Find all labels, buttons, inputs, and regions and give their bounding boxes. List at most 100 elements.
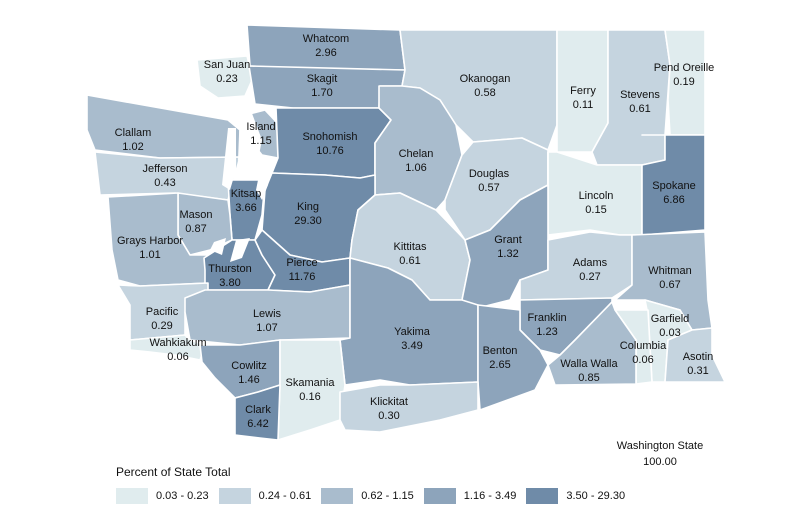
county-name-thurston: Thurston: [208, 263, 251, 275]
county-value-walla-walla: 0.85: [578, 372, 599, 384]
county-clark: [234, 384, 281, 441]
county-value-kitsap: 3.66: [235, 202, 256, 214]
legend-item: 0.62 - 1.15: [321, 488, 414, 504]
county-name-jefferson: Jefferson: [142, 163, 187, 175]
county-value-ferry: 0.11: [573, 99, 594, 111]
county-name-garfield: Garfield: [651, 313, 690, 325]
county-value-snohomish: 10.76: [316, 145, 344, 157]
county-value-yakima: 3.49: [401, 340, 422, 352]
county-value-skagit: 1.70: [311, 87, 332, 99]
county-name-kittitas: Kittitas: [393, 241, 427, 253]
county-name-asotin: Asotin: [683, 351, 714, 363]
county-value-pend-oreille: 0.19: [673, 76, 694, 88]
county-asotin: [664, 327, 726, 383]
county-value-kittitas: 0.61: [399, 255, 420, 267]
county-value-chelan: 1.06: [405, 162, 426, 174]
legend-swatch: [526, 488, 559, 504]
legend-label: 0.24 - 0.61: [258, 490, 312, 502]
county-name-mason: Mason: [179, 209, 212, 221]
county-value-wahkiakum: 0.06: [167, 351, 188, 363]
county-name-whatcom: Whatcom: [303, 33, 349, 45]
county-value-whatcom: 2.96: [315, 47, 336, 59]
county-name-clark: Clark: [245, 404, 271, 416]
county-name-pend-oreille: Pend Oreille: [654, 62, 715, 74]
county-value-spokane: 6.86: [663, 194, 684, 206]
county-value-asotin: 0.31: [687, 365, 708, 377]
county-name-skamania: Skamania: [286, 377, 336, 389]
state-total: Washington State 100.00: [600, 438, 720, 470]
county-value-garfield: 0.03: [659, 327, 680, 339]
county-value-clark: 6.42: [247, 418, 268, 430]
county-san-juan: [196, 55, 254, 99]
state-total-name: Washington State: [616, 440, 704, 452]
county-value-lewis: 1.07: [256, 322, 277, 334]
legend-label: 0.62 - 1.15: [361, 490, 414, 502]
county-name-chelan: Chelan: [399, 148, 434, 160]
county-name-benton: Benton: [483, 345, 518, 357]
county-name-yakima: Yakima: [394, 326, 431, 338]
county-value-king: 29.30: [294, 215, 322, 227]
county-name-klickitat: Klickitat: [370, 396, 408, 408]
legend-swatch: [218, 488, 251, 504]
county-name-okanogan: Okanogan: [460, 73, 511, 85]
county-value-pierce: 11.76: [289, 271, 316, 283]
legend-swatch: [116, 488, 148, 504]
county-name-king: King: [297, 201, 319, 213]
county-value-pacific: 0.29: [151, 320, 172, 332]
county-name-walla-walla: Walla Walla: [560, 358, 618, 370]
county-wahkiakum: [129, 334, 206, 361]
county-adams: [519, 231, 633, 301]
county-spokane: [641, 134, 706, 236]
county-name-columbia: Columbia: [620, 340, 667, 352]
legend-item: 3.50 - 29.30: [526, 488, 625, 504]
county-name-skagit: Skagit: [307, 73, 338, 85]
legend-swatch: [321, 488, 354, 504]
county-name-pierce: Pierce: [286, 257, 317, 269]
legend-title: Percent of State Total: [116, 465, 231, 479]
county-walla-walla: [547, 301, 637, 386]
county-value-klickitat: 0.30: [378, 410, 399, 422]
legend-label: 0.03 - 0.23: [156, 490, 209, 502]
county-value-stevens: 0.61: [629, 103, 650, 115]
water-channel: [256, 160, 272, 200]
county-value-whitman: 0.67: [659, 279, 680, 291]
county-name-ferry: Ferry: [570, 85, 596, 97]
legend-swatch: [423, 488, 456, 504]
county-name-lewis: Lewis: [253, 308, 282, 320]
county-value-island: 1.15: [250, 135, 271, 147]
county-value-san-juan: 0.23: [216, 73, 237, 85]
legend-label: 1.16 - 3.49: [463, 490, 517, 502]
county-name-island: Island: [246, 121, 275, 133]
county-value-columbia: 0.06: [632, 354, 653, 366]
county-clallam: [86, 94, 241, 159]
county-value-benton: 2.65: [489, 359, 510, 371]
county-name-wahkiakum: Wahkiakum: [149, 337, 206, 349]
water-channel: [238, 108, 262, 175]
county-value-skamania: 0.16: [299, 391, 320, 403]
county-snohomish: [271, 107, 392, 179]
county-value-jefferson: 0.43: [154, 177, 175, 189]
county-value-okanogan: 0.58: [474, 87, 495, 99]
county-name-lincoln: Lincoln: [579, 190, 614, 202]
county-value-grays-harbor: 1.01: [139, 249, 160, 261]
county-name-snohomish: Snohomish: [302, 131, 357, 143]
county-name-grays-harbor: Grays Harbor: [117, 235, 183, 247]
water-channel: [210, 238, 226, 255]
county-name-spokane: Spokane: [652, 180, 695, 192]
county-name-whitman: Whitman: [648, 265, 691, 277]
county-name-cowlitz: Cowlitz: [231, 360, 266, 372]
county-name-grant: Grant: [494, 234, 522, 246]
county-value-thurston: 3.80: [219, 277, 240, 289]
legend-label: 3.50 - 29.30: [566, 490, 626, 502]
county-name-adams: Adams: [573, 257, 608, 269]
county-name-franklin: Franklin: [527, 312, 566, 324]
water-channel: [230, 238, 250, 262]
water-channel: [222, 128, 236, 190]
county-value-clallam: 1.02: [122, 141, 143, 153]
county-value-grant: 1.32: [497, 248, 518, 260]
county-value-mason: 0.87: [185, 223, 206, 235]
county-name-san-juan: San Juan: [204, 59, 250, 71]
county-value-douglas: 0.57: [478, 182, 499, 194]
county-name-kitsap: Kitsap: [231, 188, 262, 200]
